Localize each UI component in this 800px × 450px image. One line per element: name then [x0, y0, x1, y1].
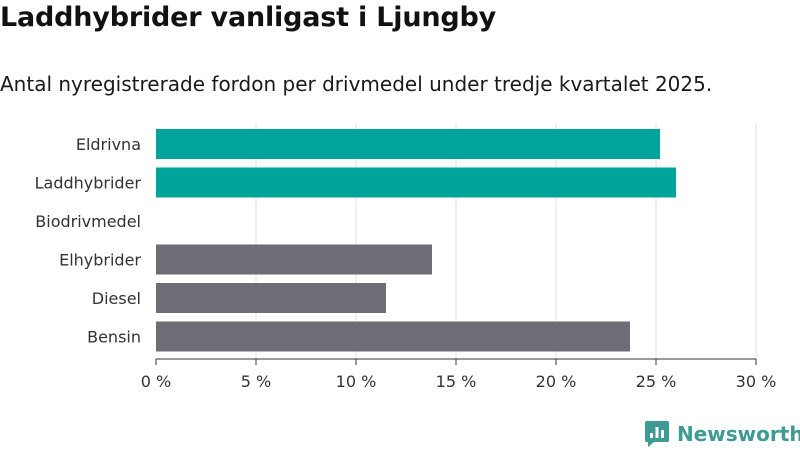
- newsworthy-logo-icon: [645, 421, 669, 447]
- bar-chart: Eldrivna Laddhybrider Biodrivmedel Elhybrid…: [35, 123, 777, 391]
- bar: [156, 283, 386, 313]
- x-tick-label: 25 %: [636, 372, 677, 391]
- x-tick-label: 10 %: [336, 372, 377, 391]
- bar: [156, 244, 432, 275]
- bar: [156, 129, 660, 159]
- bar: [156, 167, 676, 198]
- category-label: Eldrivna: [76, 135, 141, 154]
- category-label: Diesel: [92, 289, 141, 308]
- category-label: Elhybrider: [59, 251, 141, 270]
- chart-subtitle: Antal nyregistrerade fordon per drivmede…: [0, 72, 713, 96]
- brand-name: Newsworthy: [677, 422, 800, 446]
- x-tick-label: 20 %: [536, 372, 577, 391]
- category-label: Laddhybrider: [35, 174, 142, 193]
- x-tick-label: 15 %: [436, 372, 477, 391]
- category-label: Biodrivmedel: [35, 212, 141, 231]
- x-tick-label: 5 %: [241, 372, 271, 391]
- newsworthy-brand[interactable]: Newsworthy: [644, 419, 800, 449]
- x-tick-label: 30 %: [736, 372, 777, 391]
- bar: [156, 321, 630, 352]
- x-tick-label: 0 %: [141, 372, 171, 391]
- category-label: Bensin: [87, 328, 141, 347]
- chart-title: Laddhybrider vanligast i Ljungby: [0, 2, 497, 33]
